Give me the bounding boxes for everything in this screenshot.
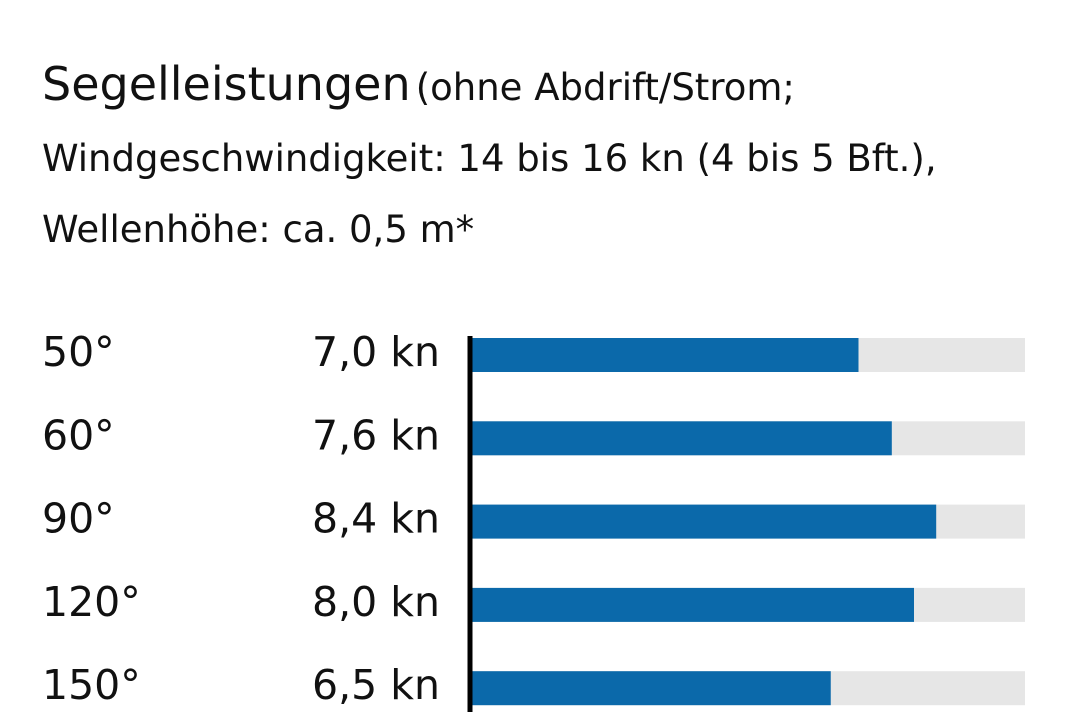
value-label: 7,0 kn — [312, 328, 440, 376]
chart-subtitle: (ohne Abdrift/Strom; Windgeschwindigkeit… — [42, 66, 937, 251]
bar — [470, 504, 937, 539]
header: Segelleistungen (ohne Abdrift/Strom; Win… — [42, 52, 982, 269]
category-label: 120° — [42, 578, 141, 626]
bar — [470, 338, 859, 372]
category-label: 50° — [42, 328, 115, 376]
value-label: 8,4 kn — [312, 495, 440, 543]
value-label: 7,6 kn — [312, 411, 440, 459]
bar — [470, 587, 914, 622]
category-label: 90° — [42, 495, 115, 543]
value-label: 6,5 kn — [312, 661, 440, 709]
value-label: 8,0 kn — [312, 578, 440, 626]
bar — [470, 421, 892, 456]
category-label: 60° — [42, 411, 115, 459]
chart-title: Segelleistungen — [42, 57, 411, 111]
bar — [470, 671, 831, 706]
category-label: 150° — [42, 661, 141, 709]
